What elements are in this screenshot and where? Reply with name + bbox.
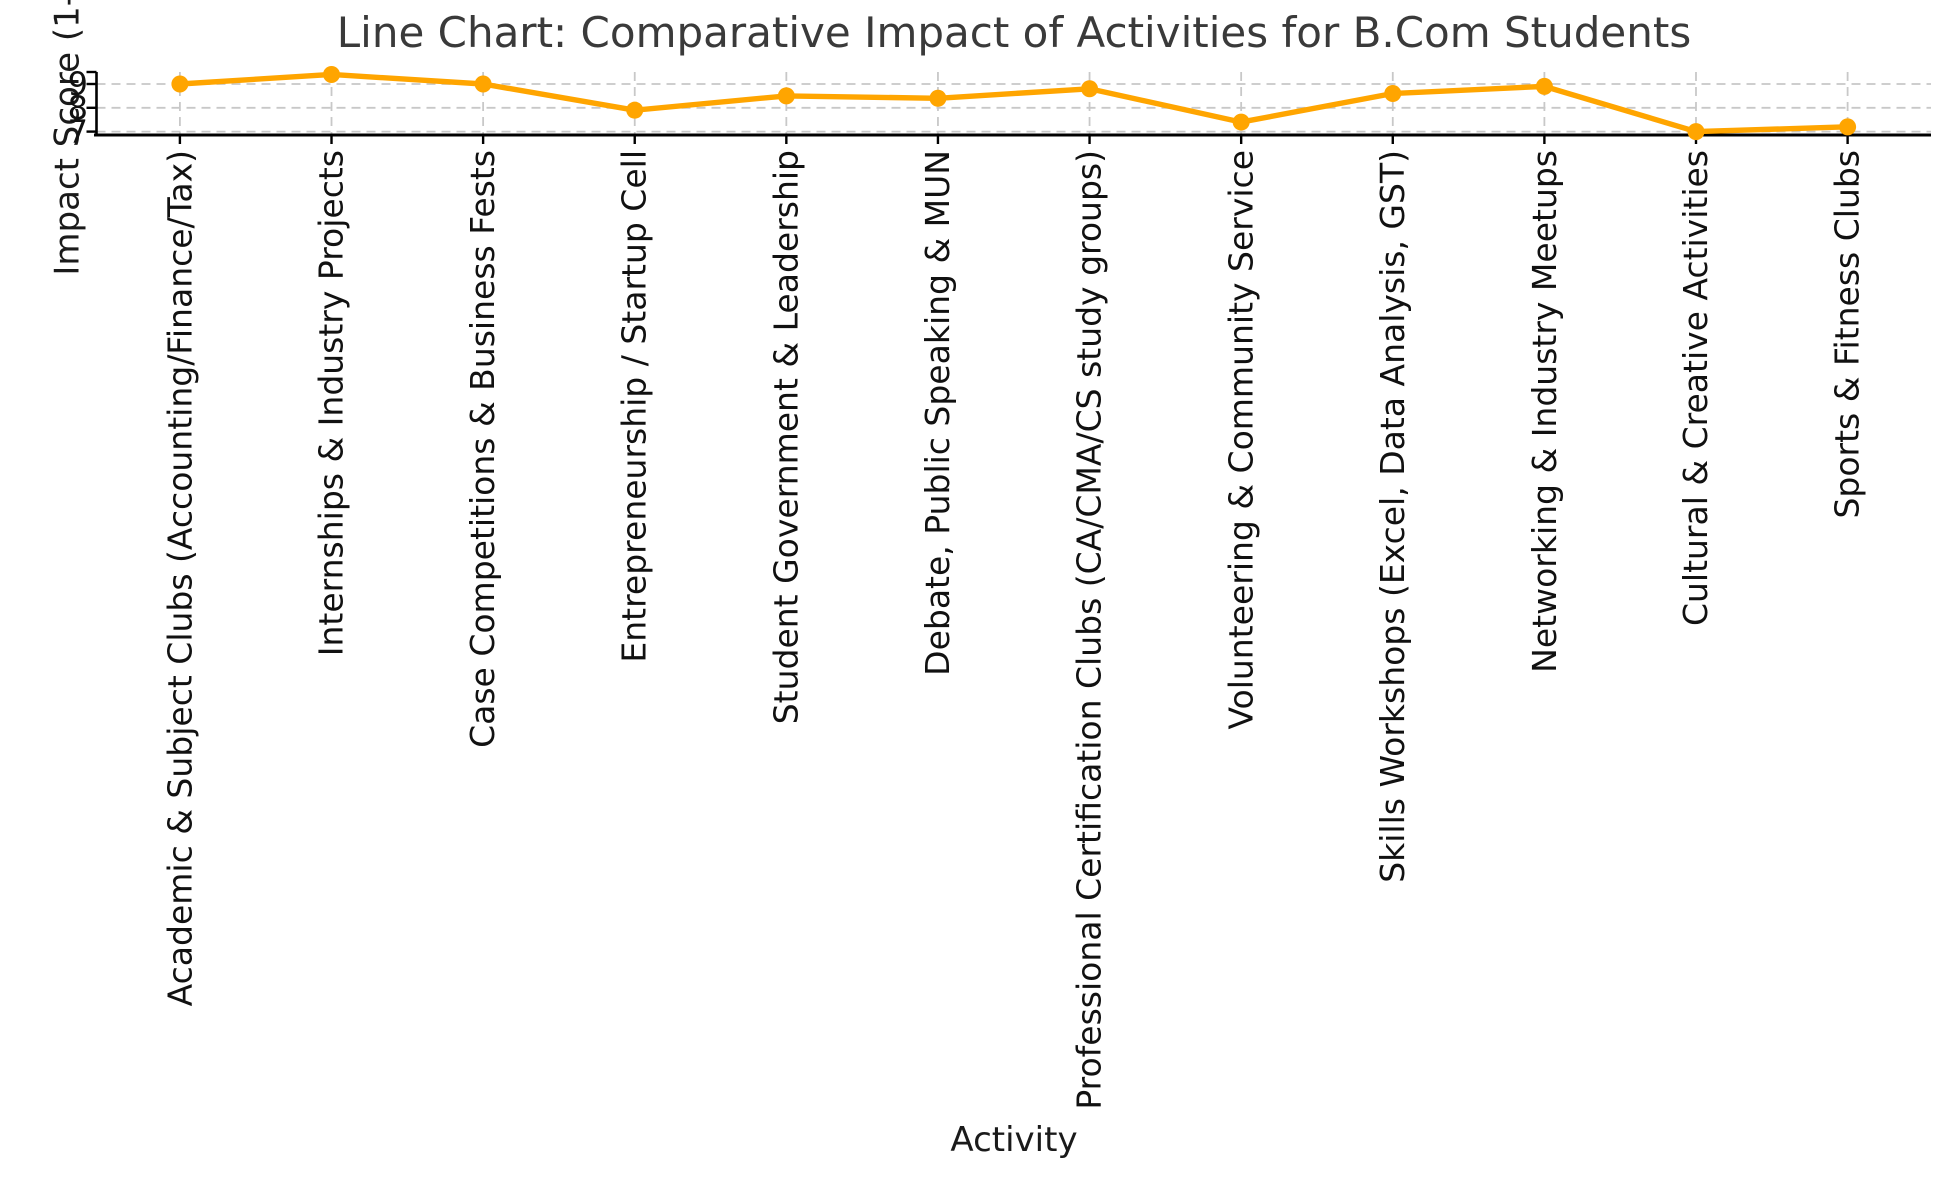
x-tick-label: Internships & Industry Projects [311,150,351,657]
y-tick-label: 9 [67,65,88,103]
x-axis-label: Activity [950,1120,1078,1160]
data-point [1535,77,1553,95]
x-tick-label: Networking & Industry Meetups [1524,150,1564,673]
x-tick-label: Skills Workshops (Excel, Data Analysis, … [1372,150,1412,883]
x-tick-label: Volunteering & Community Service [1221,150,1261,730]
x-tick-label: Cultural & Creative Activities [1676,150,1715,627]
x-tick-label: Student Government & Leadership [766,150,806,725]
data-point [323,65,341,83]
data-point [474,75,492,93]
data-point [1839,118,1857,136]
data-point [777,87,795,105]
x-tick-label: Professional Certification Clubs (CA/CMA… [1069,150,1109,1110]
data-point [171,75,189,93]
data-point [1081,80,1099,98]
x-tick-label: Debate, Public Speaking & MUN [917,150,957,676]
data-point [1687,123,1705,141]
x-tick-label: Sports & Fitness Clubs [1827,150,1867,519]
y-tick-label: 8 [67,88,88,127]
x-tick-label: Entrepreneurship / Startup Cell [614,150,654,663]
x-tick-label: Academic & Subject Clubs (Accounting/Fin… [159,150,199,1007]
data-point [626,101,644,119]
data-point [929,89,947,107]
data-point [1232,113,1250,131]
data-point [1384,85,1402,103]
chart-title: Line Chart: Comparative Impact of Activi… [336,8,1692,57]
data-line [177,71,1851,135]
x-tick-label: Case Competitions & Business Fests [463,150,503,748]
y-tick-label: 7 [67,112,88,151]
